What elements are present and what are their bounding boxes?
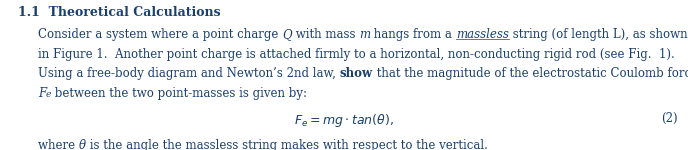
Text: F: F [38, 87, 46, 100]
Text: where: where [38, 139, 79, 150]
Text: in Figure 1.  Another point charge is attached firmly to a horizontal, non-condu: in Figure 1. Another point charge is att… [38, 48, 675, 61]
Text: is the angle the massless string makes with respect to the vertical.: is the angle the massless string makes w… [86, 139, 488, 150]
Text: between the two point-masses is given by:: between the two point-masses is given by… [51, 87, 307, 100]
Text: with mass: with mass [292, 28, 359, 41]
Text: hangs from a: hangs from a [370, 28, 455, 41]
Text: Consider a system where a point charge: Consider a system where a point charge [38, 28, 282, 41]
Text: 1.1  Theoretical Calculations: 1.1 Theoretical Calculations [18, 6, 221, 19]
Text: string (of length L), as shown: string (of length L), as shown [508, 28, 687, 41]
Text: e: e [45, 90, 51, 99]
Text: Using a free-body diagram and Newton’s 2nd law,: Using a free-body diagram and Newton’s 2… [38, 68, 340, 80]
Text: $F_e = mg \cdot tan(\theta),$: $F_e = mg \cdot tan(\theta),$ [294, 112, 394, 129]
Text: massless: massless [455, 28, 508, 41]
Text: (2): (2) [661, 112, 678, 125]
Text: that the magnitude of the electrostatic Coulomb force: that the magnitude of the electrostatic … [373, 68, 688, 80]
Text: θ: θ [79, 139, 86, 150]
Text: m: m [359, 28, 370, 41]
Text: Q: Q [282, 28, 292, 41]
Text: show: show [340, 68, 373, 80]
